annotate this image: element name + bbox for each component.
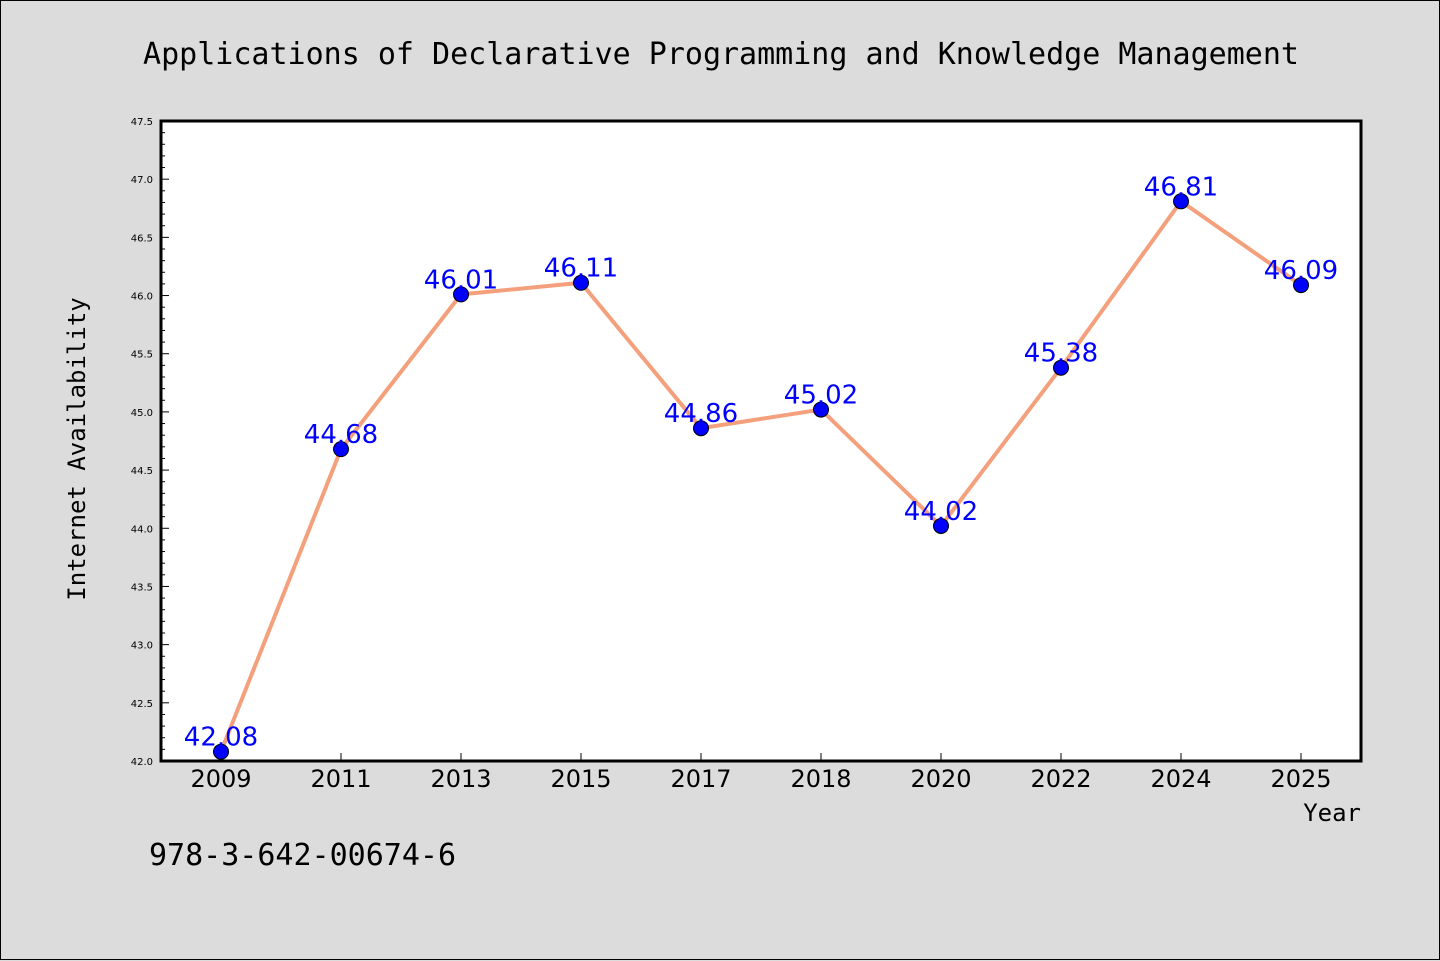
x-axis-label: Year (1303, 799, 1361, 827)
series-line (219, 199, 1303, 753)
y-axis-label: Internet Availability (63, 297, 91, 600)
series: 42.08 44.68 46.01 46.11 44.86 45.02 44.02 45.38… (184, 172, 1338, 760)
data-label: 42.08 (184, 723, 258, 753)
data-label: 44.86 (664, 399, 738, 429)
x-tick-label: 2013 (430, 765, 491, 793)
y-tick-label: 44.5 (131, 466, 153, 477)
y-tick-label: 42.0 (131, 757, 153, 768)
data-point (333, 441, 349, 458)
x-tick-label: 2025 (1270, 765, 1331, 793)
data-label: 45.02 (784, 381, 858, 411)
y-tick-label: 43.0 (131, 641, 153, 652)
data-label: 44.02 (904, 497, 978, 527)
data-label: 46.09 (1264, 256, 1338, 286)
x-tick-label: 2015 (550, 765, 611, 793)
chart-title: Applications of Declarative Programming … (143, 37, 1299, 72)
x-tick-label: 2017 (670, 765, 731, 793)
y-tick-label: 47.0 (131, 175, 153, 186)
x-tick-label: 2018 (790, 765, 851, 793)
data-point (1293, 277, 1309, 294)
y-tick-label: 45.0 (131, 408, 153, 419)
data-point (453, 286, 469, 303)
data-point (1053, 359, 1069, 376)
data-point (693, 420, 709, 437)
x-tick-label: 2022 (1030, 765, 1091, 793)
x-tick-label: 2011 (310, 765, 371, 793)
y-tick-label: 46.5 (131, 233, 153, 244)
data-point (813, 401, 829, 418)
y-axis: 42.0 42.5 43.0 43.5 44.0 44.5 45.0 45.5 46.0 46.5… (131, 117, 169, 768)
data-label: 45.38 (1024, 339, 1098, 369)
data-point (933, 517, 949, 534)
y-tick-label: 42.5 (131, 699, 153, 710)
isbn-text: 978-3-642-00674-6 (149, 838, 456, 873)
x-tick-label: 2009 (190, 765, 251, 793)
data-label: 46.11 (544, 254, 618, 284)
data-label: 44.68 (304, 420, 378, 450)
data-label: 46.01 (424, 265, 498, 295)
y-tick-label: 43.5 (131, 582, 153, 593)
data-label: 46.81 (1144, 172, 1218, 202)
y-tick-label: 44.0 (131, 524, 153, 535)
x-axis: 2009 2011 2013 2015 2017 2018 2020 2022 2024 2025 (190, 753, 1332, 793)
y-tick-label: 47.5 (131, 117, 153, 128)
y-tick-label: 45.5 (131, 350, 153, 361)
x-tick-label: 2020 (910, 765, 971, 793)
y-tick-label: 46.0 (131, 292, 153, 303)
data-point (213, 743, 229, 760)
data-point (1173, 193, 1189, 210)
data-point (573, 274, 589, 291)
x-tick-label: 2024 (1150, 765, 1211, 793)
